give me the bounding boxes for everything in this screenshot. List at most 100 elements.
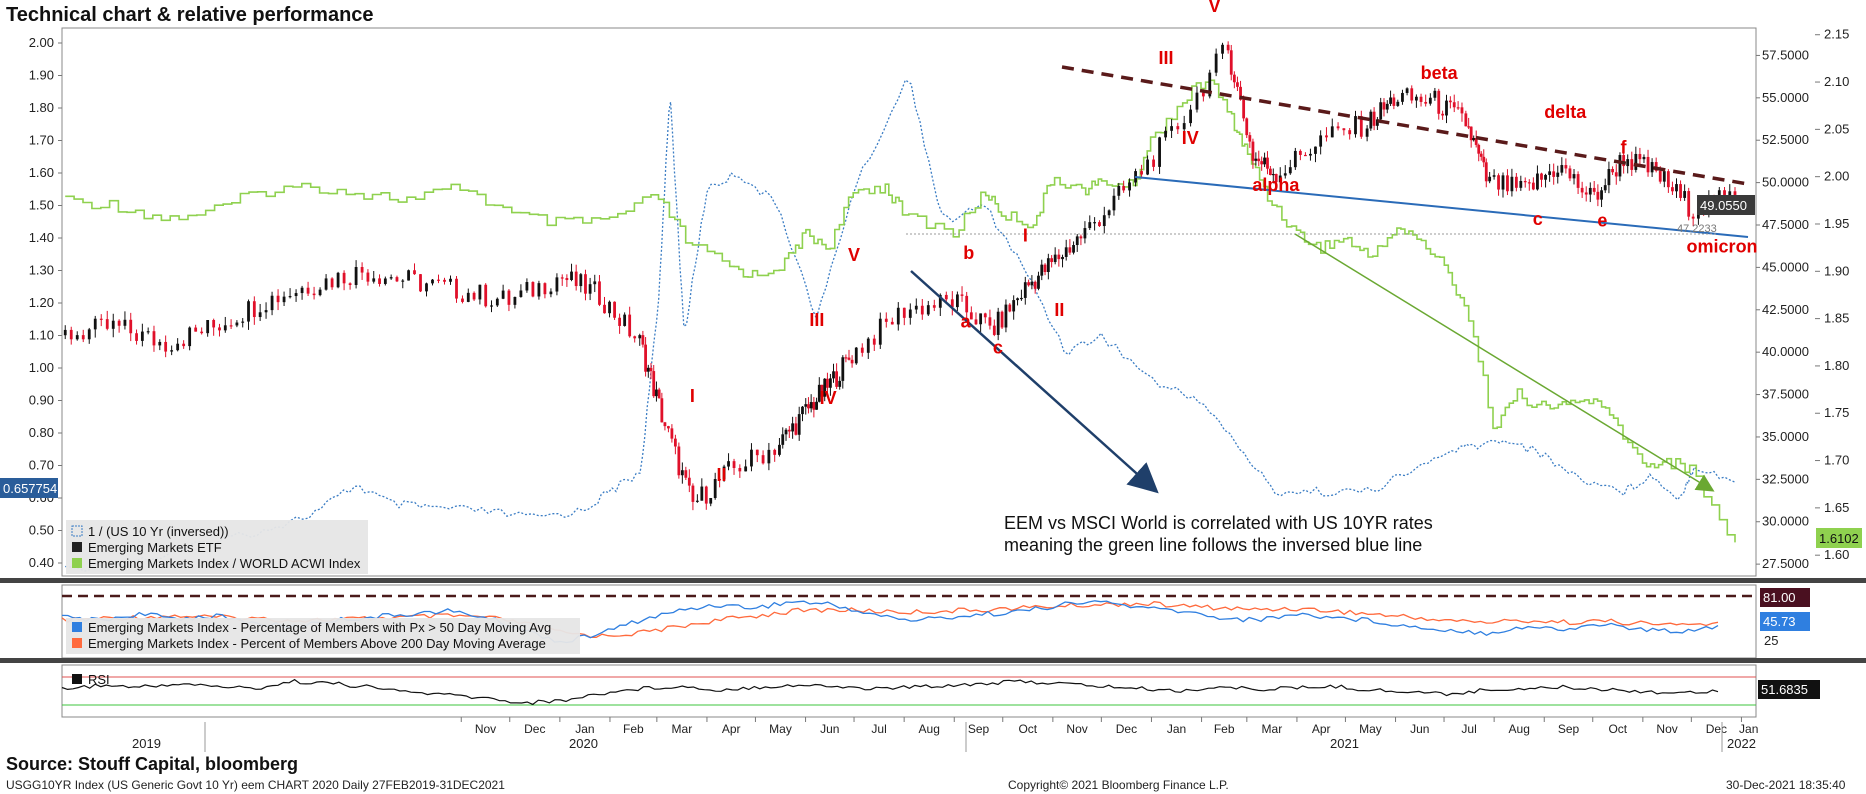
candle-body [1618,155,1622,177]
candle-body [276,295,280,303]
candle-body [1293,150,1297,168]
eem-candles-series [63,41,1737,511]
wave-label: a [961,311,972,331]
right2-tick-label: 1.95 [1824,216,1849,231]
month-label: Jan [1739,722,1758,736]
candle-body [152,331,156,346]
candle-body [988,317,992,326]
candle-body [1650,162,1654,173]
right2-tick-label: 1.60 [1824,547,1849,562]
ticker-line: USGG10YR Index (US Generic Govt 10 Yr) e… [6,778,505,792]
candle-body [1359,116,1363,137]
candle-body [820,384,824,397]
candle-body [1472,137,1476,141]
candle-body [1304,154,1307,157]
candle-body [738,467,742,472]
wave-label: IV [820,388,837,408]
candle-body [1369,111,1373,129]
month-label: Dec [1706,722,1727,736]
candle-body [1556,172,1560,177]
candle-body [1075,236,1079,246]
candle-body [425,283,428,292]
left-tick-label: 1.40 [29,230,54,245]
candle-body [194,327,198,332]
month-label: Dec [524,722,545,736]
candle-body [807,404,810,409]
candle-body [466,292,470,302]
candle-body [797,414,801,435]
wave-label: IV [1182,128,1199,148]
candle-body [709,497,713,504]
candle-body [718,479,722,481]
candle-body [860,347,864,353]
candle-body [437,279,440,281]
candle-body [443,279,446,282]
rsi-panel-frame [61,664,1757,718]
candle-body [1600,190,1603,200]
left-value-badge-text: 0.657754 [3,481,57,496]
wave-label: beta [1421,63,1459,83]
breadth-top-badge [1760,588,1810,607]
candle-body [560,277,564,279]
candle-body [809,402,813,409]
candle-body [896,307,900,325]
candle-body [801,406,804,415]
right-tick-label: 40.0000 [1762,344,1809,359]
candle-body [164,341,168,352]
candle-body [1548,171,1552,175]
candle-body [252,301,256,318]
candle-body [974,319,978,325]
candle-body [105,319,109,329]
candle-body [1385,103,1389,110]
candle-body [507,290,511,305]
candle-body [1064,247,1068,257]
legend-swatch-ratio [72,558,82,568]
candle-body [1564,165,1568,169]
candle-body [111,320,115,329]
candle-body [513,296,517,305]
candle-body [1482,156,1486,163]
candle-body [835,371,839,387]
candle-body [1354,116,1357,135]
candle-body [140,331,144,341]
candle-body [1580,187,1584,193]
candle-body [123,319,127,326]
candle-body [1068,247,1072,253]
main-panel-frame [61,27,1757,577]
candle-body [461,298,464,302]
wave-label: c [1533,209,1543,229]
right2-tick-label: 2.10 [1824,74,1849,89]
candle-body [389,277,393,279]
candle-body [1414,96,1418,101]
candle-body [687,477,691,486]
month-label: Aug [1509,722,1530,736]
wave-label: omicron [1687,237,1758,257]
candle-body [200,331,204,334]
candle-body [1658,170,1662,182]
candle-body [1098,222,1101,227]
candle-body [1319,135,1323,147]
candle-body [1372,111,1376,126]
chart-title: Technical chart & relative performance [6,4,374,26]
candle-body [1679,184,1682,198]
right-tick-label: 47.5000 [1762,217,1809,232]
candle-body [884,318,888,322]
resistance-trendline [1061,65,1749,186]
candle-body [1072,245,1075,253]
candle-body [660,398,664,423]
candle-body [850,359,854,364]
month-label: Dec [1116,722,1137,736]
candle-body [767,449,771,464]
candle-body [1375,119,1379,126]
candle-body [773,449,777,455]
candle-body [667,426,670,429]
candle-body [1467,126,1471,128]
candle-body [744,466,748,472]
wave-label: II [716,465,726,485]
left-tick-label: 1.30 [29,263,54,278]
breadth-blue-badge-text: 45.73 [1763,614,1796,629]
candle-body [1523,181,1527,183]
candle-body [1182,123,1186,130]
legend-label-ratio: Emerging Markets Index / WORLD ACWI Inde… [88,556,361,571]
